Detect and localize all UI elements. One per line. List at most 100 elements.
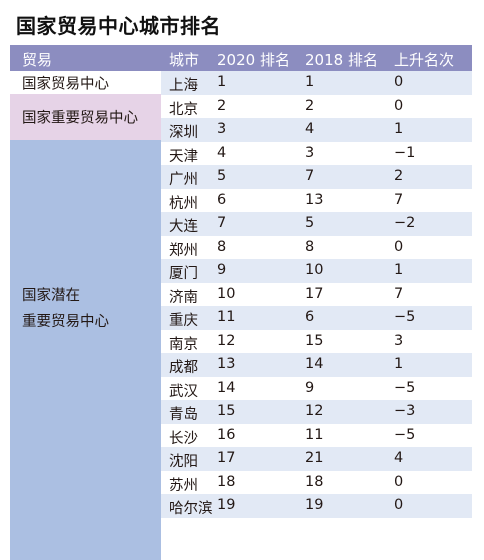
cell-rank-2018: 10: [305, 262, 324, 278]
cell-change: 0: [394, 497, 404, 513]
table-row: 厦门 9 10 1: [161, 259, 472, 283]
group-potential-label-line1: 国家潜在: [22, 288, 80, 304]
header-rank-2020: 2020 排名: [217, 51, 290, 69]
cell-rank-2018: 1: [305, 74, 315, 90]
cell-rank-2018: 9: [305, 379, 315, 396]
table-row: 青岛 15 12 −3: [161, 400, 472, 424]
cell-city: 上海: [169, 78, 198, 94]
cell-city: 郑州: [169, 242, 198, 259]
cell-city: 重庆: [169, 313, 198, 329]
cell-city: 厦门: [169, 266, 198, 282]
cell-change: 0: [394, 473, 404, 490]
cell-rank-2020: 8: [217, 238, 227, 255]
cell-rank-2020: 17: [217, 450, 236, 466]
cell-rank-2018: 4: [305, 121, 315, 137]
cell-change: 7: [394, 285, 404, 302]
cell-city: 济南: [169, 289, 198, 306]
cell-change: 7: [394, 191, 404, 208]
group-important-label: 国家重要贸易中心: [22, 110, 138, 127]
cell-rank-2020: 18: [217, 473, 236, 490]
page-title: 国家贸易中心城市排名: [16, 14, 221, 38]
cell-rank-2020: 7: [217, 215, 227, 231]
cell-rank-2020: 13: [217, 356, 236, 372]
group-national: 国家贸易中心: [10, 71, 161, 94]
cell-rank-2020: 2: [217, 97, 227, 114]
cell-change: 4: [394, 450, 404, 466]
cell-rank-2020: 16: [217, 426, 236, 443]
cell-change: −5: [394, 379, 416, 396]
table-body: 上海 1 1 0 北京 2 2 0 深圳 3 4 1 天津 4 3 −1 广州 5 7 2 杭州 6 13 7 大连 7 5 −2 郑州…: [161, 71, 472, 518]
group-potential-label-line2: 重要贸易中心: [22, 314, 109, 330]
cell-city: 沈阳: [169, 454, 198, 470]
cell-city: 长沙: [169, 430, 198, 447]
cell-rank-2020: 19: [217, 497, 236, 513]
cell-rank-2020: 1: [217, 74, 227, 90]
cell-rank-2020: 9: [217, 262, 227, 278]
cell-change: −2: [394, 215, 416, 231]
cell-rank-2018: 7: [305, 168, 315, 184]
cell-rank-2018: 2: [305, 97, 315, 114]
cell-change: 2: [394, 168, 404, 184]
cell-rank-2020: 14: [217, 379, 236, 396]
cell-change: 0: [394, 238, 404, 255]
cell-change: 1: [394, 262, 404, 278]
cell-change: −1: [394, 144, 416, 161]
table-row: 长沙 16 11 −5: [161, 424, 472, 448]
header-group: 贸易: [22, 51, 53, 69]
cell-rank-2018: 13: [305, 191, 324, 208]
cell-rank-2018: 8: [305, 238, 315, 255]
cell-change: 1: [394, 121, 404, 137]
table-row: 天津 4 3 −1: [161, 142, 472, 166]
cell-change: −3: [394, 403, 416, 419]
group-potential: 国家潜在 重要贸易中心: [10, 140, 161, 560]
table-row: 哈尔滨 19 19 0: [161, 494, 472, 518]
cell-rank-2018: 6: [305, 309, 315, 325]
cell-rank-2018: 5: [305, 215, 315, 231]
cell-rank-2020: 10: [217, 285, 236, 302]
table-row: 成都 13 14 1: [161, 353, 472, 377]
cell-city: 深圳: [169, 125, 198, 141]
cell-change: −5: [394, 426, 416, 443]
cell-city: 武汉: [169, 383, 198, 400]
cell-city: 成都: [169, 360, 198, 376]
table-header: 贸易 城市 2020 排名 2018 排名 上升名次: [10, 45, 472, 71]
table-row: 苏州 18 18 0: [161, 471, 472, 495]
cell-city: 北京: [169, 101, 198, 118]
cell-change: 3: [394, 332, 404, 349]
cell-rank-2018: 17: [305, 285, 324, 302]
table-row: 广州 5 7 2: [161, 165, 472, 189]
header-change: 上升名次: [394, 51, 455, 69]
table-row: 济南 10 17 7: [161, 283, 472, 307]
group-important: 国家重要贸易中心: [10, 94, 161, 140]
cell-city: 苏州: [169, 477, 198, 494]
cell-rank-2018: 21: [305, 450, 324, 466]
cell-rank-2020: 4: [217, 144, 227, 161]
cell-change: 1: [394, 356, 404, 372]
table-row: 南京 12 15 3: [161, 330, 472, 354]
cell-rank-2018: 3: [305, 144, 315, 161]
cell-rank-2020: 12: [217, 332, 236, 349]
group-national-label: 国家贸易中心: [22, 76, 109, 92]
table-row: 北京 2 2 0: [161, 95, 472, 119]
table-row: 武汉 14 9 −5: [161, 377, 472, 401]
header-rank-2018: 2018 排名: [305, 51, 378, 69]
cell-rank-2020: 11: [217, 309, 236, 325]
cell-city: 南京: [169, 336, 198, 353]
cell-rank-2020: 6: [217, 191, 227, 208]
cell-rank-2018: 18: [305, 473, 324, 490]
table-row: 杭州 6 13 7: [161, 189, 472, 213]
cell-city: 青岛: [169, 407, 198, 423]
cell-change: 0: [394, 97, 404, 114]
table-row: 上海 1 1 0: [161, 71, 472, 95]
table-row: 郑州 8 8 0: [161, 236, 472, 260]
cell-rank-2018: 19: [305, 497, 324, 513]
cell-city: 广州: [169, 172, 198, 188]
cell-change: −5: [394, 309, 416, 325]
table-row: 重庆 11 6 −5: [161, 306, 472, 330]
header-city: 城市: [169, 51, 200, 69]
cell-rank-2018: 11: [305, 426, 324, 443]
cell-rank-2018: 14: [305, 356, 324, 372]
table-row: 大连 7 5 −2: [161, 212, 472, 236]
cell-city: 杭州: [169, 195, 198, 212]
table-row: 深圳 3 4 1: [161, 118, 472, 142]
